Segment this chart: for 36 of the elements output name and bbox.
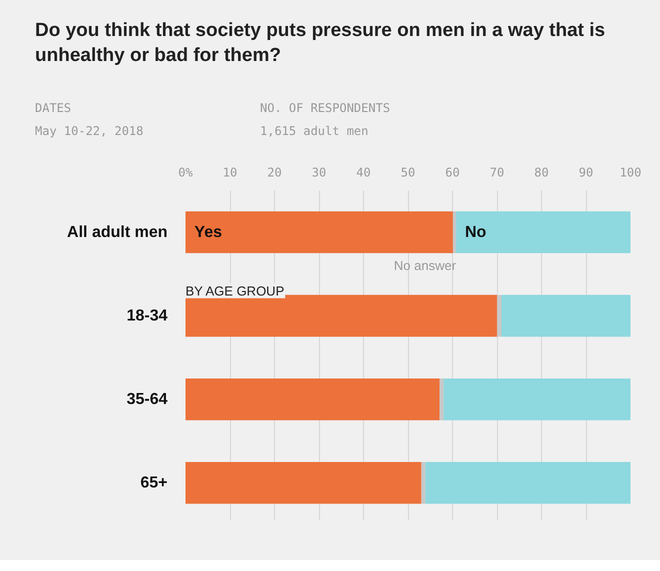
bar (497, 294, 502, 337)
series-label: No (464, 224, 487, 241)
series-label: Yes (194, 224, 222, 241)
x-tick-label: 70 (490, 166, 504, 180)
series-label: No answer (394, 258, 457, 274)
bar (186, 378, 440, 420)
bar (425, 462, 630, 504)
x-tick-label: 100 (620, 166, 642, 180)
x-tick-label: 30 (312, 166, 326, 180)
bar (452, 211, 456, 254)
bar (456, 211, 630, 254)
chart-title: Do you think that society puts pressure on men in a way that is unhealthy or bad for them? (35, 19, 606, 68)
bar (186, 462, 422, 504)
x-tick-label: 20 (267, 166, 282, 180)
x-tick-label: 60 (445, 166, 460, 180)
y-tick-label: 65+ (140, 474, 168, 492)
x-tick-label: 40 (356, 166, 371, 180)
x-tick-label: 10 (222, 166, 238, 180)
x-tick-label: 90 (578, 166, 594, 180)
bar (186, 211, 453, 254)
bar (501, 294, 630, 337)
y-tick-label: 35-64 (126, 390, 168, 408)
y-tick-label: 18-34 (126, 307, 168, 324)
text: 1,615 adult men (260, 124, 368, 138)
annotation: BY AGE GROUP (186, 283, 284, 298)
bar (186, 294, 497, 337)
x-tick-label: 0% (178, 166, 194, 180)
y-tick-label: All adult men (67, 224, 168, 241)
bar (421, 462, 426, 504)
bar (440, 378, 444, 420)
text: NO. OF RESPONDENTS (260, 101, 390, 115)
text: DATES (35, 101, 72, 115)
x-tick-label: 50 (400, 166, 416, 180)
text: May 10-22, 2018 (35, 124, 144, 138)
x-tick-label: 80 (534, 166, 549, 180)
bar (444, 378, 630, 420)
